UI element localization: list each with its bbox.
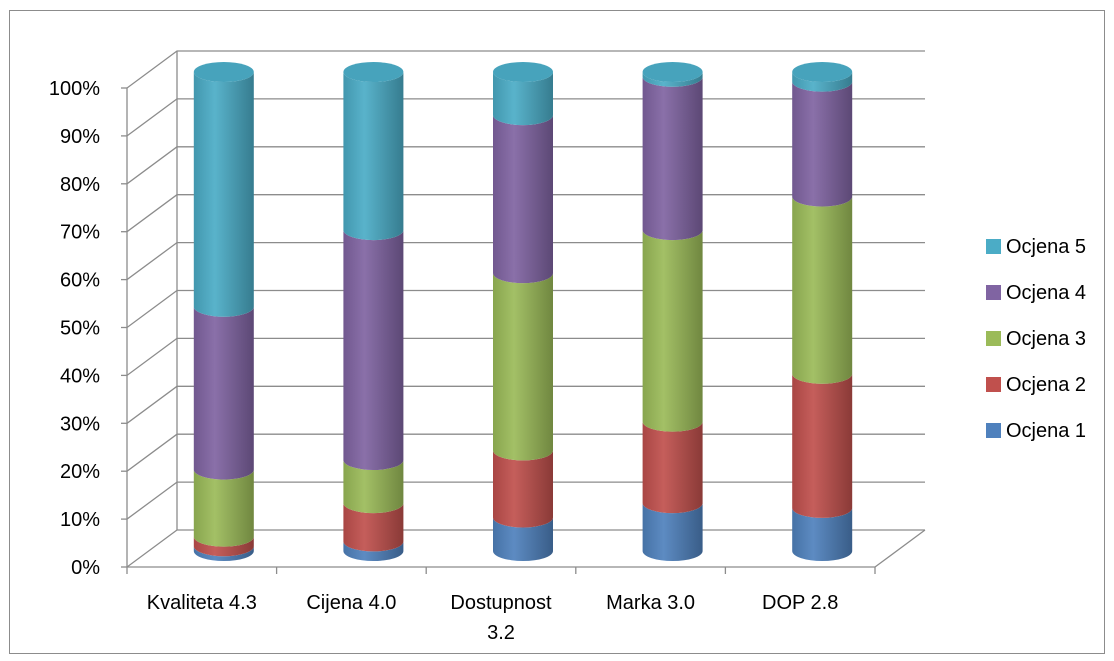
legend-item: Ocjena 4 bbox=[986, 282, 1086, 304]
bar-stack bbox=[193, 62, 254, 561]
bar-segment bbox=[193, 536, 254, 557]
y-tick-label: 70% bbox=[60, 222, 100, 244]
legend-label: Ocjena 4 bbox=[1006, 282, 1086, 304]
bars bbox=[193, 62, 853, 561]
y-axis-ticks: 0% 10% 20% 30% 40% 50% 60% 70% 80% 90% 100% bbox=[49, 78, 876, 579]
bar-segment bbox=[642, 76, 703, 241]
y-tick-label: 40% bbox=[60, 365, 100, 387]
bar-segment bbox=[193, 72, 254, 317]
bar-top-cap bbox=[193, 62, 254, 82]
bar-segment bbox=[493, 273, 553, 461]
legend-item: Ocjena 3 bbox=[986, 328, 1086, 350]
y-tick-label: 90% bbox=[60, 126, 100, 148]
bar-stack bbox=[792, 62, 853, 561]
bar-segment bbox=[493, 72, 553, 126]
y-tick-label: 60% bbox=[60, 270, 100, 292]
legend-swatch bbox=[986, 377, 1001, 392]
bar-stack bbox=[642, 62, 703, 561]
bar-segment bbox=[642, 230, 703, 432]
bar-segment bbox=[642, 421, 703, 514]
bar-segment bbox=[642, 72, 703, 87]
bar-segment bbox=[792, 196, 853, 384]
y-tick-label: 0% bbox=[71, 557, 100, 579]
x-tick-label: Dostupnost bbox=[450, 592, 552, 614]
bar-top-cap bbox=[792, 62, 853, 82]
legend-item: Ocjena 5 bbox=[986, 236, 1086, 258]
x-tick-label: 3.2 bbox=[487, 622, 515, 644]
legend: Ocjena 5 Ocjena 4 Ocjena 3 Ocjena 2 Ocjena 1 bbox=[986, 236, 1086, 442]
bar-segment bbox=[343, 72, 404, 241]
x-tick-label: Kvaliteta 4.3 bbox=[147, 592, 257, 614]
y-tick-label: 30% bbox=[60, 413, 100, 435]
x-tick-label: Marka 3.0 bbox=[606, 592, 695, 614]
legend-swatch bbox=[986, 285, 1001, 300]
bar-stack bbox=[493, 62, 553, 561]
bar-top-cap bbox=[642, 62, 703, 82]
bar-top-cap bbox=[493, 62, 553, 82]
bar-segment bbox=[493, 115, 553, 284]
chart-frame bbox=[9, 10, 1105, 654]
legend-label: Ocjena 2 bbox=[1006, 374, 1086, 396]
y-tick-label: 100% bbox=[49, 78, 100, 100]
legend-label: Ocjena 1 bbox=[1006, 420, 1086, 442]
bar-segment bbox=[343, 541, 404, 561]
bar-segment bbox=[792, 507, 853, 561]
bar-segment bbox=[193, 469, 254, 547]
y-tick-label: 80% bbox=[60, 174, 100, 196]
legend-label: Ocjena 3 bbox=[1006, 328, 1086, 350]
bar-segment bbox=[193, 306, 254, 480]
legend-swatch bbox=[986, 423, 1001, 438]
x-tick-label: DOP 2.8 bbox=[762, 592, 838, 614]
bar-segment bbox=[343, 459, 404, 514]
bar-segment bbox=[493, 450, 553, 528]
x-tick-label: Cijena 4.0 bbox=[306, 592, 396, 614]
bar-stack bbox=[343, 62, 404, 561]
bar-segment bbox=[792, 81, 853, 207]
legend-item: Ocjena 1 bbox=[986, 420, 1086, 442]
y-tick-label: 20% bbox=[60, 461, 100, 483]
legend-swatch bbox=[986, 331, 1001, 346]
legend-label: Ocjena 5 bbox=[1006, 236, 1086, 258]
bar-segment bbox=[792, 72, 853, 92]
bar-top-cap bbox=[343, 62, 404, 82]
y-tick-label: 50% bbox=[60, 318, 100, 340]
bar-segment bbox=[792, 373, 853, 518]
bar-segment bbox=[642, 503, 703, 561]
bar-segment bbox=[343, 503, 404, 552]
y-tick-label: 10% bbox=[60, 509, 100, 531]
bar-segment bbox=[193, 546, 254, 561]
legend-swatch bbox=[986, 239, 1001, 254]
bar-segment bbox=[343, 230, 404, 470]
bar-segment bbox=[493, 517, 553, 561]
legend-item: Ocjena 2 bbox=[986, 374, 1086, 396]
x-axis-labels: Kvaliteta 4.3 Cijena 4.0 Dostupnost 3.2 Mark… bbox=[147, 592, 839, 644]
